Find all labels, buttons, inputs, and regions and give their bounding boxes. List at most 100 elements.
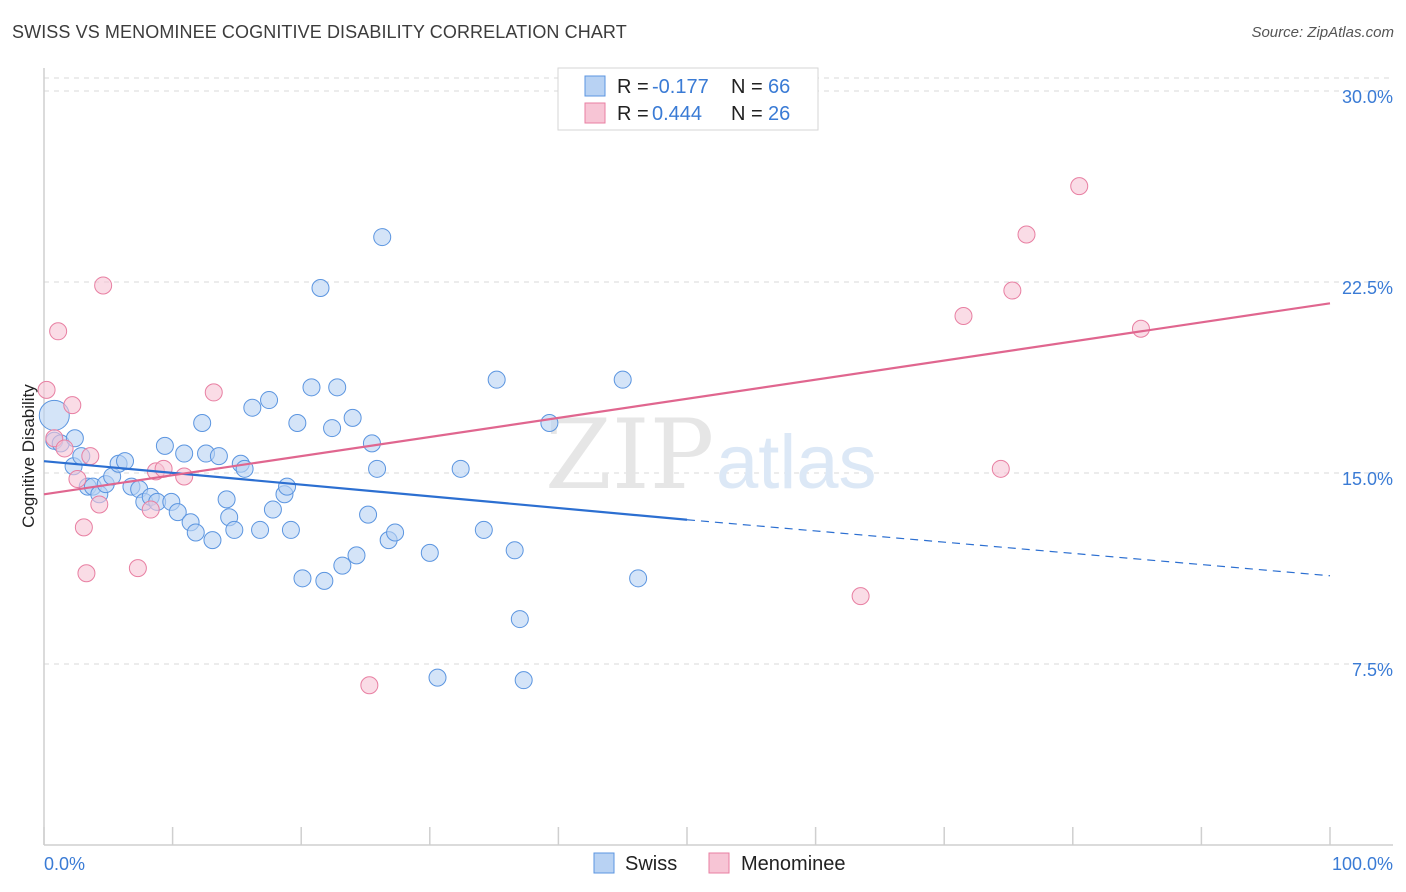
swiss-trend-line <box>43 460 688 521</box>
legend-box: R = -0.177 N = 66 R = 0.444 N = 26 <box>557 67 819 131</box>
swiss-point <box>168 503 187 522</box>
menominee-point <box>55 439 74 458</box>
swiss-point <box>155 436 174 455</box>
swiss-point <box>323 419 342 438</box>
swiss-point <box>343 408 362 427</box>
bottom-legend: Swiss Menominee <box>593 852 846 875</box>
swiss-point <box>281 520 300 539</box>
swiss-point <box>193 413 212 432</box>
swiss-point <box>428 668 447 687</box>
legend-n-value-swiss: 66 <box>768 76 790 98</box>
swiss-point <box>347 546 366 565</box>
swiss-point <box>420 543 439 562</box>
menominee-point <box>175 467 194 486</box>
menominee-point <box>851 587 870 606</box>
bottom-legend-swatch-swiss <box>593 852 615 874</box>
swiss-point <box>293 569 312 588</box>
chart-source: Source: ZipAtlas.com <box>1251 24 1394 41</box>
menominee-point <box>74 518 93 537</box>
menominee-point <box>360 676 379 695</box>
swiss-point <box>175 444 194 463</box>
swiss-point <box>613 370 632 389</box>
menominee-point <box>49 322 68 341</box>
legend-n-label-swiss: N = <box>731 76 763 98</box>
swiss-point <box>263 500 282 519</box>
swiss-point <box>629 569 648 588</box>
bottom-legend-swatch-menominee <box>708 852 730 874</box>
menominee-point <box>68 470 87 488</box>
menominee-point <box>37 380 56 399</box>
swiss-point <box>288 413 307 432</box>
swiss-point <box>451 459 470 478</box>
menominee-point <box>94 276 113 295</box>
legend-swatch-swiss <box>584 75 606 97</box>
swiss-point <box>203 531 222 550</box>
swiss-point <box>487 370 506 389</box>
swiss-point <box>315 571 334 590</box>
swiss-point <box>217 490 236 509</box>
ticks-layer: 30.0% 22.5% 15.0% 7.5% <box>1342 87 1393 680</box>
menominee-point <box>90 495 109 514</box>
menominee-point <box>954 307 973 326</box>
watermark-zip: ZIP <box>545 399 714 511</box>
swiss-point <box>514 671 533 690</box>
menominee-point <box>1131 319 1150 338</box>
menominee-point <box>63 396 82 415</box>
x-tick-label-min: 0.0% <box>44 854 85 874</box>
menominee-trend-line <box>43 302 1331 496</box>
swiss-point <box>243 398 262 417</box>
swiss-point <box>251 520 270 539</box>
legend-r-value-menominee: 0.444 <box>652 103 702 125</box>
menominee-point <box>128 559 147 578</box>
swiss-point <box>333 556 352 575</box>
swiss-point <box>510 610 529 629</box>
swiss-point <box>362 434 381 453</box>
swiss-point <box>225 520 244 539</box>
legend-swatch-menominee <box>584 102 606 124</box>
menominee-point <box>1070 177 1089 196</box>
swiss-point <box>474 520 493 539</box>
points-layer <box>37 177 1150 695</box>
swiss-point <box>368 459 387 478</box>
legend-r-value-swiss: -0.177 <box>652 76 709 98</box>
legend-n-value-menominee: 26 <box>768 103 790 125</box>
bottom-legend-label-menominee: Menominee <box>741 853 846 875</box>
swiss-point <box>373 228 392 247</box>
menominee-point <box>141 500 160 519</box>
bottom-legend-label-swiss: Swiss <box>625 853 677 875</box>
swiss-point <box>116 452 135 471</box>
trend-layer <box>43 302 1331 577</box>
swiss-point <box>186 523 205 542</box>
y-tick-label: 7.5% <box>1352 660 1393 680</box>
legend-r-label-menominee: R = <box>617 103 649 125</box>
menominee-point <box>81 447 100 466</box>
y-axis-title: Cognitive Disability <box>19 384 38 528</box>
swiss-point <box>328 378 347 397</box>
swiss-point <box>302 378 321 397</box>
swiss-point <box>278 477 297 496</box>
menominee-point <box>1003 281 1022 300</box>
y-tick-label: 22.5% <box>1342 278 1393 298</box>
swiss-trend-extension <box>686 519 1331 577</box>
menominee-point <box>991 459 1010 478</box>
swiss-point <box>209 447 228 466</box>
watermark-atlas: atlas <box>716 420 877 505</box>
x-tick-label-max: 100.0% <box>1332 854 1393 874</box>
chart-title: SWISS VS MENOMINEE COGNITIVE DISABILITY … <box>12 22 627 42</box>
swiss-point <box>359 505 378 524</box>
y-tick-label: 30.0% <box>1342 87 1393 107</box>
swiss-point <box>386 523 405 542</box>
grid-layer <box>44 77 1393 665</box>
legend-n-label-menominee: N = <box>731 103 763 125</box>
legend-r-label-swiss: R = <box>617 76 649 98</box>
y-tick-label: 15.0% <box>1342 469 1393 489</box>
menominee-point <box>1017 225 1036 244</box>
swiss-point <box>311 279 330 297</box>
swiss-point <box>260 391 279 410</box>
swiss-point <box>540 413 559 432</box>
axes-layer <box>43 68 1393 846</box>
menominee-point <box>77 564 96 583</box>
swiss-point <box>505 541 524 560</box>
watermark: ZIP atlas <box>545 399 877 511</box>
